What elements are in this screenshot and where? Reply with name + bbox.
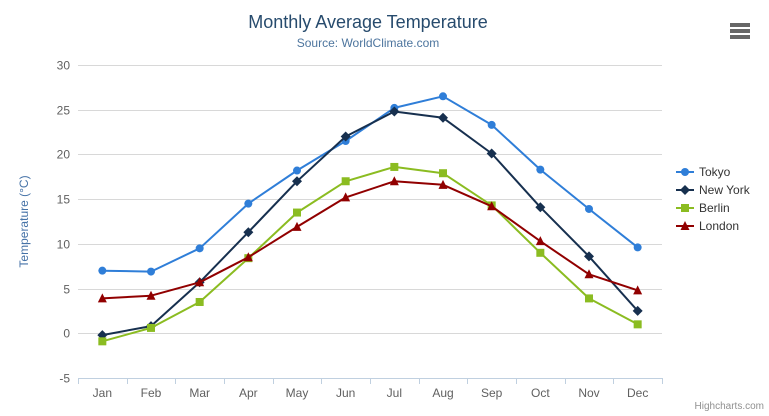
x-axis-tick-label: Sep xyxy=(481,386,503,400)
x-axis-tick-label: Feb xyxy=(141,386,162,400)
legend-marker-square-icon xyxy=(676,204,694,212)
data-point-london-jul[interactable] xyxy=(389,176,399,186)
data-point-new-york-aug[interactable] xyxy=(438,112,448,123)
legend-marker-new-york xyxy=(680,185,690,195)
x-axis-tick-label: Dec xyxy=(627,386,648,400)
data-point-tokyo-nov[interactable] xyxy=(585,204,593,213)
data-point-new-york-apr[interactable] xyxy=(243,227,254,238)
legend-marker-circle-icon xyxy=(676,168,694,176)
legend-item-label: London xyxy=(699,219,740,233)
data-point-london-oct[interactable] xyxy=(535,236,545,246)
data-point-berlin-nov[interactable] xyxy=(585,294,593,303)
series-line-new-york[interactable] xyxy=(101,110,639,337)
data-point-london-feb[interactable] xyxy=(146,290,156,300)
data-point-berlin-mar[interactable] xyxy=(195,297,204,306)
data-point-london-dec[interactable] xyxy=(633,285,643,295)
x-axis-tick-label: May xyxy=(286,386,309,400)
y-axis-tick-label: 15 xyxy=(57,193,71,207)
legend-item-london[interactable]: London xyxy=(676,217,750,235)
data-point-tokyo-feb[interactable] xyxy=(147,267,155,276)
data-point-berlin-dec[interactable] xyxy=(633,320,642,329)
legend-item-label: Tokyo xyxy=(699,165,731,179)
legend-item-label: New York xyxy=(699,183,750,197)
hamburger-menu-icon xyxy=(730,29,750,33)
data-point-tokyo-may[interactable] xyxy=(293,166,301,175)
data-point-berlin-jun[interactable] xyxy=(341,177,350,186)
data-point-tokyo-mar[interactable] xyxy=(195,244,204,253)
data-point-berlin-jul[interactable] xyxy=(390,162,399,171)
series-line-london[interactable] xyxy=(101,180,639,300)
x-axis-tick-label: Jan xyxy=(93,386,112,400)
chart-subtitle: Source: WorldClimate.com xyxy=(296,36,440,50)
legend-marker-tokyo xyxy=(681,168,689,176)
data-point-new-york-may[interactable] xyxy=(292,176,302,187)
x-axis-tick-label: Apr xyxy=(239,386,258,400)
x-axis-tick-label: Jun xyxy=(336,386,355,400)
legend-marker-berlin xyxy=(681,204,689,212)
data-point-london-nov[interactable] xyxy=(584,269,594,279)
data-point-new-york-sep[interactable] xyxy=(486,148,497,159)
legend: Tokyo New York Berlin London xyxy=(676,163,750,235)
data-point-berlin-feb[interactable] xyxy=(147,323,155,332)
x-axis-tick-label: Aug xyxy=(432,386,453,400)
x-axis-tick-label: Mar xyxy=(189,386,210,400)
y-axis-tick-label: 20 xyxy=(57,148,71,162)
data-point-new-york-nov[interactable] xyxy=(584,251,594,262)
data-point-tokyo-aug[interactable] xyxy=(439,92,447,101)
data-point-berlin-jan[interactable] xyxy=(98,337,107,346)
chart-title: Monthly Average Temperature xyxy=(248,12,488,32)
x-axis-tick-label: Jul xyxy=(387,386,402,400)
legend-item-label: Berlin xyxy=(699,201,730,215)
hamburger-menu-icon xyxy=(730,23,750,27)
data-point-new-york-dec[interactable] xyxy=(632,305,643,316)
series-line-tokyo[interactable] xyxy=(101,95,639,273)
data-point-london-sep[interactable] xyxy=(487,201,497,211)
y-axis-tick-label: 0 xyxy=(63,327,70,341)
data-point-tokyo-apr[interactable] xyxy=(244,199,253,208)
y-axis-tick-label: 30 xyxy=(57,59,71,73)
y-axis-title: Temperature (°C) xyxy=(17,175,31,267)
x-axis-tick-label: Nov xyxy=(578,386,599,400)
data-point-new-york-jul[interactable] xyxy=(389,106,400,117)
data-point-london-jun[interactable] xyxy=(341,192,351,202)
data-point-tokyo-sep[interactable] xyxy=(487,120,496,129)
export-menu-button[interactable] xyxy=(728,21,754,41)
legend-marker-triangle-icon xyxy=(676,221,694,230)
highcharts-credits-link[interactable]: Highcharts.com xyxy=(694,401,764,412)
y-axis-tick-label: 10 xyxy=(57,238,71,252)
data-point-london-apr[interactable] xyxy=(243,252,253,262)
y-axis-tick-label: 25 xyxy=(57,104,71,118)
data-point-tokyo-oct[interactable] xyxy=(536,165,545,174)
legend-item-berlin[interactable]: Berlin xyxy=(676,199,750,217)
data-point-london-aug[interactable] xyxy=(438,179,448,189)
data-point-london-mar[interactable] xyxy=(195,277,205,287)
legend-marker-london xyxy=(680,221,690,230)
data-point-new-york-oct[interactable] xyxy=(535,202,546,213)
data-point-berlin-oct[interactable] xyxy=(536,248,545,257)
data-point-london-jan[interactable] xyxy=(97,293,107,303)
data-point-tokyo-dec[interactable] xyxy=(633,243,642,252)
x-axis-tick-label: Oct xyxy=(531,386,550,400)
data-point-london-may[interactable] xyxy=(292,221,302,231)
legend-item-new-york[interactable]: New York xyxy=(676,181,750,199)
data-point-new-york-jun[interactable] xyxy=(340,131,351,142)
legend-marker-diamond-icon xyxy=(676,185,694,195)
legend-item-tokyo[interactable]: Tokyo xyxy=(676,163,750,181)
data-point-tokyo-jan[interactable] xyxy=(98,266,107,275)
data-point-berlin-aug[interactable] xyxy=(439,169,447,178)
series-line-berlin[interactable] xyxy=(101,165,639,343)
hamburger-menu-icon xyxy=(730,35,750,39)
data-point-berlin-may[interactable] xyxy=(293,208,301,217)
y-axis-tick-label: 5 xyxy=(63,283,70,297)
y-axis-tick-label: -5 xyxy=(59,372,70,386)
